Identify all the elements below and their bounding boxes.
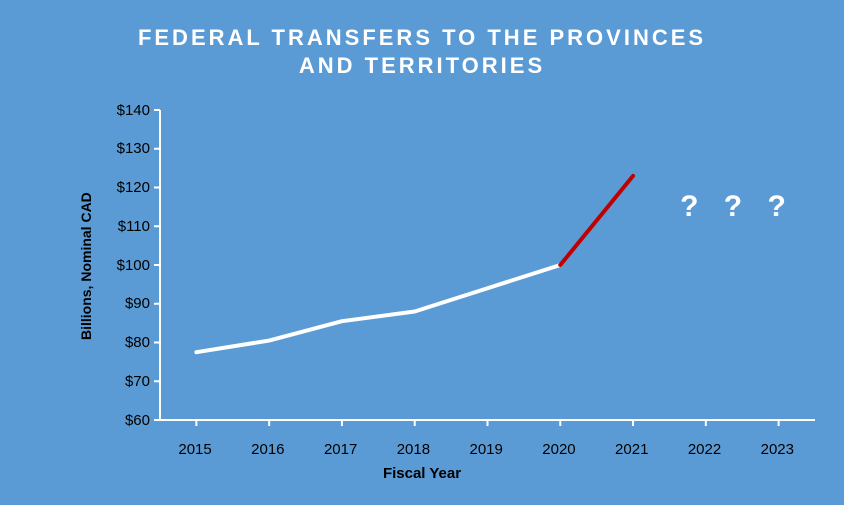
y-axis-label: Billions, Nominal CAD (78, 192, 94, 340)
x-tick-label: 2020 (542, 441, 575, 458)
plot-svg (0, 0, 844, 505)
x-tick-label: 2017 (324, 441, 357, 458)
y-tick-label: $90 (125, 295, 150, 312)
y-tick-label: $80 (125, 334, 150, 351)
x-tick-label: 2016 (251, 441, 284, 458)
x-tick-label: 2015 (178, 441, 211, 458)
y-tick-label: $120 (117, 179, 150, 196)
chart-container: FEDERAL TRANSFERS TO THE PROVINCESAND TE… (0, 0, 844, 505)
y-tick-label: $110 (118, 218, 150, 235)
series-historical (196, 265, 560, 352)
y-tick-label: $130 (117, 140, 150, 157)
x-tick-label: 2023 (761, 441, 794, 458)
y-tick-label: $60 (125, 412, 150, 429)
x-tick-label: 2019 (470, 441, 503, 458)
x-tick-label: 2022 (688, 441, 721, 458)
question-mark-1: ? (724, 190, 742, 224)
x-tick-label: 2018 (397, 441, 430, 458)
y-tick-label: $140 (117, 102, 150, 119)
y-tick-label: $100 (117, 257, 150, 274)
question-mark-2: ? (767, 190, 785, 224)
series-projected (560, 176, 633, 265)
x-axis-label: Fiscal Year (0, 465, 844, 482)
y-tick-label: $70 (125, 373, 150, 390)
x-tick-label: 2021 (615, 441, 648, 458)
question-mark-0: ? (680, 190, 698, 224)
